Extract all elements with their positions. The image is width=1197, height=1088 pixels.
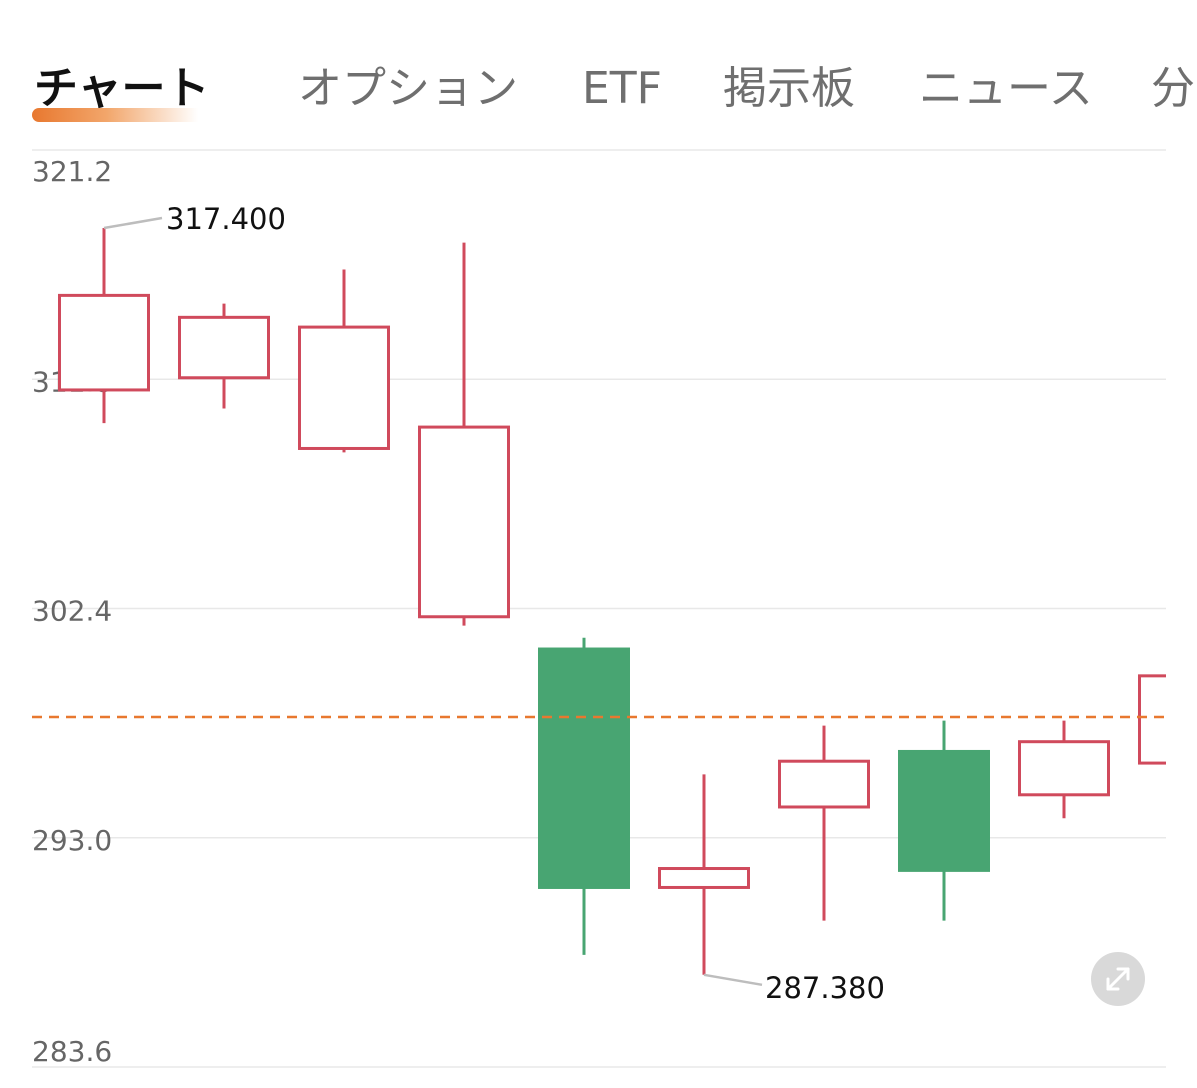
tab-minute[interactable]: 分: [1151, 63, 1195, 114]
tab-options[interactable]: オプション: [298, 63, 518, 114]
expand-arrows-icon: [1106, 967, 1130, 991]
low-annotation-label: 287.380: [765, 971, 885, 1005]
candle-body-up: [778, 759, 870, 809]
y-tick-label: 293.0: [32, 824, 112, 857]
expand-button[interactable]: [1091, 952, 1145, 1006]
high-annotation-label: 317.400: [166, 202, 286, 236]
tab-board[interactable]: 掲示板: [723, 63, 855, 114]
tab-chart[interactable]: チャート: [34, 63, 210, 114]
candle-body-up: [1018, 740, 1110, 797]
y-tick-label: 302.4: [32, 595, 112, 628]
candles-group: [58, 228, 1166, 975]
candle-body-up: [58, 293, 150, 392]
candle-body-up: [178, 315, 270, 380]
candle-body-up: [418, 425, 510, 619]
high-annotation-leader: [103, 216, 163, 230]
y-tick-label: 321.2: [32, 155, 112, 188]
tab-news[interactable]: ニュース: [919, 63, 1093, 114]
candle-body-up: [298, 325, 390, 450]
candle-body-up: [1138, 674, 1166, 765]
candle-body-down: [898, 749, 990, 872]
y-tick-label: 283.6: [32, 1035, 112, 1068]
low-annotation-leader: [703, 973, 763, 987]
tab-etf[interactable]: ETF: [582, 63, 662, 114]
candle-body-down: [538, 647, 630, 889]
tab-bar: チャート オプション ETF 掲示板 ニュース 分: [0, 0, 1197, 150]
candle-body-up: [658, 867, 750, 889]
active-tab-indicator: [32, 108, 198, 122]
